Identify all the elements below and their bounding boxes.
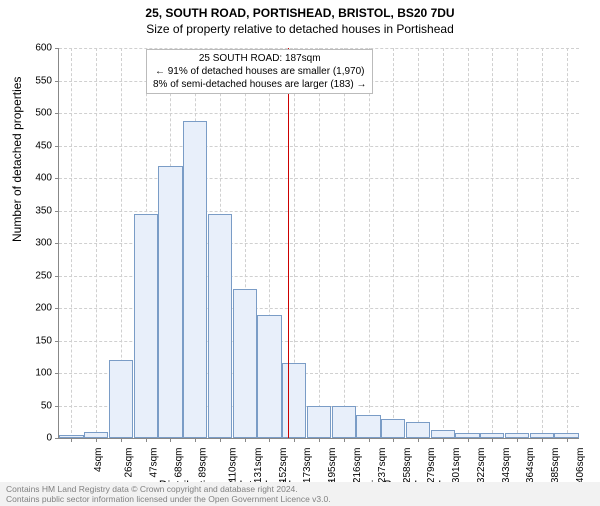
xtick-label: 89sqm xyxy=(198,448,209,478)
xtick-mark xyxy=(319,438,320,442)
histogram-bar xyxy=(158,166,182,438)
gridline-v xyxy=(369,48,370,438)
ytick-label: 300 xyxy=(12,238,52,249)
plot-area: 4sqm26sqm47sqm68sqm89sqm110sqm131sqm152s… xyxy=(58,48,579,439)
histogram-bar xyxy=(332,406,356,439)
ytick-mark xyxy=(55,178,59,179)
ytick-label: 400 xyxy=(12,173,52,184)
xtick-mark xyxy=(443,438,444,442)
xtick-mark xyxy=(517,438,518,442)
xtick-mark xyxy=(542,438,543,442)
ytick-label: 100 xyxy=(12,368,52,379)
histogram-bar xyxy=(554,433,578,438)
histogram-bar xyxy=(530,433,554,438)
xtick-mark xyxy=(245,438,246,442)
ytick-label: 0 xyxy=(12,433,52,444)
gridline-v xyxy=(344,48,345,438)
xtick-mark xyxy=(195,438,196,442)
gridline-v xyxy=(393,48,394,438)
annotation-line3: 8% of semi-detached houses are larger (1… xyxy=(153,78,366,91)
ytick-label: 350 xyxy=(12,205,52,216)
footer-line2: Contains public sector information licen… xyxy=(6,494,594,504)
ytick-mark xyxy=(55,373,59,374)
page-title: 25, SOUTH ROAD, PORTISHEAD, BRISTOL, BS2… xyxy=(0,6,600,20)
ytick-label: 200 xyxy=(12,303,52,314)
xtick-label: 68sqm xyxy=(173,448,184,478)
xtick-mark xyxy=(468,438,469,442)
ytick-mark xyxy=(55,146,59,147)
annotation-line2: ← 91% of detached houses are smaller (1,… xyxy=(153,65,366,78)
ytick-mark xyxy=(55,48,59,49)
histogram-bar xyxy=(455,433,479,438)
ytick-mark xyxy=(55,276,59,277)
xtick-mark xyxy=(344,438,345,442)
gridline-v xyxy=(567,48,568,438)
ytick-mark xyxy=(55,406,59,407)
xtick-mark xyxy=(418,438,419,442)
histogram-bar xyxy=(406,422,430,438)
histogram-bar xyxy=(381,419,405,439)
xtick-mark xyxy=(294,438,295,442)
ytick-label: 250 xyxy=(12,270,52,281)
ytick-mark xyxy=(55,243,59,244)
gridline-v xyxy=(418,48,419,438)
xtick-mark xyxy=(170,438,171,442)
ytick-mark xyxy=(55,438,59,439)
histogram-bar xyxy=(233,289,257,439)
xtick-mark xyxy=(71,438,72,442)
gridline-v xyxy=(443,48,444,438)
page-subtitle: Size of property relative to detached ho… xyxy=(0,22,600,36)
histogram-bar xyxy=(84,432,108,439)
footer-line1: Contains HM Land Registry data © Crown c… xyxy=(6,484,594,494)
gridline-v xyxy=(492,48,493,438)
xtick-label: 47sqm xyxy=(148,448,159,478)
ytick-label: 450 xyxy=(12,140,52,151)
footer-attribution: Contains HM Land Registry data © Crown c… xyxy=(0,482,600,506)
gridline-v xyxy=(96,48,97,438)
ytick-label: 500 xyxy=(12,108,52,119)
xtick-mark xyxy=(220,438,221,442)
histogram-bar xyxy=(431,430,455,438)
y-axis-label: Number of detached properties xyxy=(10,77,24,242)
xtick-mark xyxy=(269,438,270,442)
ytick-mark xyxy=(55,341,59,342)
ytick-mark xyxy=(55,113,59,114)
histogram-bar xyxy=(257,315,281,439)
xtick-mark xyxy=(393,438,394,442)
histogram-bar xyxy=(505,433,529,438)
gridline-v xyxy=(468,48,469,438)
histogram-bar xyxy=(356,415,380,438)
xtick-mark xyxy=(492,438,493,442)
ytick-label: 600 xyxy=(12,43,52,54)
xtick-mark xyxy=(567,438,568,442)
histogram-bar xyxy=(480,433,504,438)
histogram-bar xyxy=(282,363,306,438)
xtick-mark xyxy=(121,438,122,442)
ytick-label: 150 xyxy=(12,335,52,346)
xtick-mark xyxy=(369,438,370,442)
ytick-mark xyxy=(55,211,59,212)
gridline-v xyxy=(517,48,518,438)
histogram-bar xyxy=(307,406,331,439)
ytick-mark xyxy=(55,81,59,82)
histogram-bar xyxy=(59,435,83,438)
xtick-label: 26sqm xyxy=(124,448,135,478)
ytick-mark xyxy=(55,308,59,309)
gridline-v xyxy=(71,48,72,438)
xtick-mark xyxy=(96,438,97,442)
ytick-label: 50 xyxy=(12,400,52,411)
annotation-line1: 25 SOUTH ROAD: 187sqm xyxy=(153,52,366,65)
histogram-bar xyxy=(183,121,207,438)
ytick-label: 550 xyxy=(12,75,52,86)
histogram-bar xyxy=(109,360,133,438)
histogram-bar xyxy=(134,214,158,438)
gridline-v xyxy=(542,48,543,438)
gridline-v xyxy=(319,48,320,438)
xtick-label: 4sqm xyxy=(93,448,104,472)
annotation-box: 25 SOUTH ROAD: 187sqm ← 91% of detached … xyxy=(146,49,373,94)
histogram-bar xyxy=(208,214,232,438)
reference-line xyxy=(288,48,289,438)
chart-area: 4sqm26sqm47sqm68sqm89sqm110sqm131sqm152s… xyxy=(58,48,578,438)
xtick-mark xyxy=(146,438,147,442)
